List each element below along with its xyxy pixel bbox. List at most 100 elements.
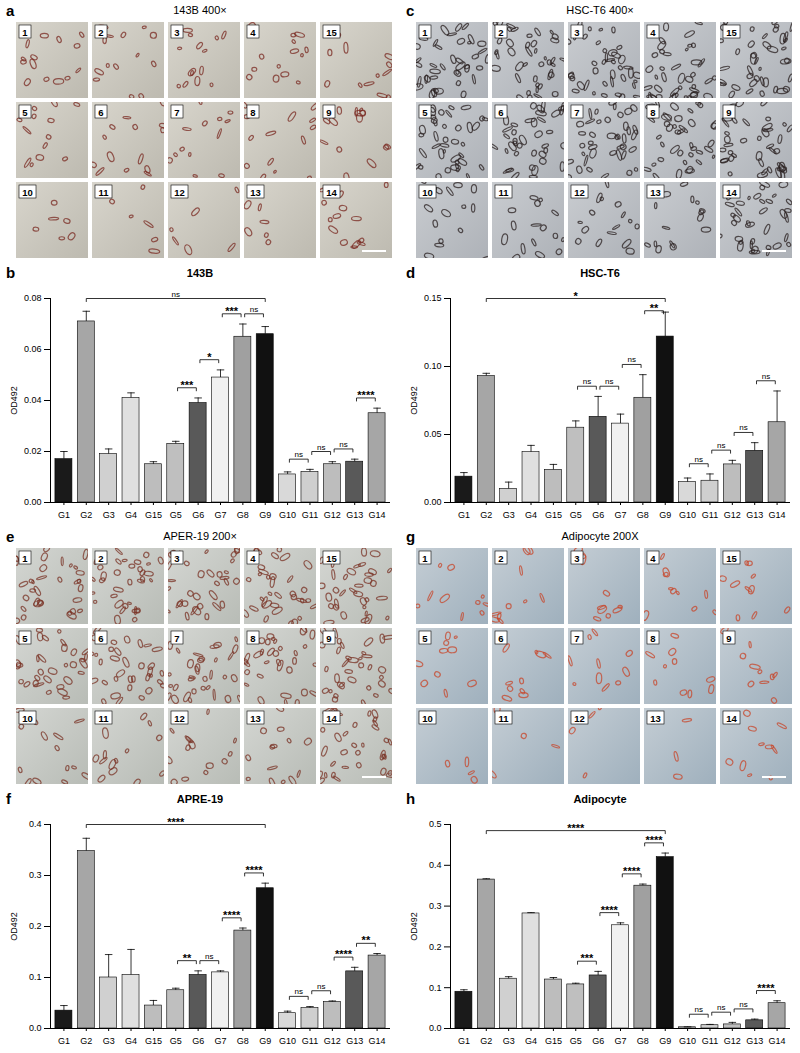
svg-text:9: 9 bbox=[726, 633, 731, 644]
svg-text:***: *** bbox=[181, 379, 195, 391]
svg-text:G11: G11 bbox=[702, 510, 718, 520]
svg-text:G14: G14 bbox=[369, 510, 386, 520]
svg-text:G13: G13 bbox=[746, 510, 763, 520]
svg-text:0.04: 0.04 bbox=[24, 395, 42, 405]
svg-text:ns: ns bbox=[295, 987, 303, 996]
svg-text:0.4: 0.4 bbox=[429, 860, 442, 870]
svg-text:ns: ns bbox=[739, 1000, 747, 1009]
svg-text:ns: ns bbox=[695, 455, 703, 464]
svg-text:HSC-T6 400×: HSC-T6 400× bbox=[566, 4, 634, 16]
svg-text:4: 4 bbox=[650, 27, 656, 38]
svg-text:G3: G3 bbox=[503, 510, 515, 520]
svg-text:ns: ns bbox=[717, 1003, 725, 1012]
svg-text:****: **** bbox=[567, 822, 585, 834]
svg-text:15: 15 bbox=[326, 27, 337, 38]
svg-text:***: *** bbox=[225, 305, 239, 317]
svg-text:10: 10 bbox=[422, 713, 433, 724]
svg-text:G4: G4 bbox=[125, 510, 137, 520]
svg-text:0.2: 0.2 bbox=[429, 942, 442, 952]
svg-text:2: 2 bbox=[98, 27, 103, 38]
svg-text:ns: ns bbox=[295, 450, 303, 459]
svg-text:3: 3 bbox=[574, 27, 579, 38]
svg-text:15: 15 bbox=[726, 27, 737, 38]
svg-text:0.10: 0.10 bbox=[424, 361, 442, 371]
svg-text:0.0: 0.0 bbox=[29, 1023, 42, 1033]
svg-text:12: 12 bbox=[174, 713, 185, 724]
svg-text:G7: G7 bbox=[614, 1036, 626, 1046]
svg-text:1: 1 bbox=[422, 27, 428, 38]
svg-text:ns: ns bbox=[695, 1005, 703, 1014]
svg-text:G15: G15 bbox=[145, 510, 162, 520]
svg-text:G9: G9 bbox=[259, 510, 271, 520]
svg-text:9: 9 bbox=[726, 107, 731, 118]
svg-text:G15: G15 bbox=[145, 1036, 162, 1046]
svg-text:7: 7 bbox=[574, 107, 579, 118]
svg-text:ns: ns bbox=[605, 377, 613, 386]
svg-text:G4: G4 bbox=[525, 1036, 537, 1046]
svg-text:G11: G11 bbox=[302, 1036, 318, 1046]
svg-text:***: *** bbox=[581, 952, 595, 964]
svg-text:13: 13 bbox=[250, 713, 261, 724]
svg-text:G1: G1 bbox=[58, 1036, 70, 1046]
svg-text:0.1: 0.1 bbox=[429, 983, 442, 993]
svg-text:ns: ns bbox=[583, 377, 591, 386]
svg-text:2: 2 bbox=[498, 553, 503, 564]
svg-text:G2: G2 bbox=[480, 510, 492, 520]
svg-text:ns: ns bbox=[250, 305, 258, 314]
svg-text:2: 2 bbox=[98, 553, 103, 564]
svg-text:5: 5 bbox=[22, 633, 28, 644]
svg-text:G13: G13 bbox=[746, 1036, 763, 1046]
svg-text:**: ** bbox=[362, 934, 371, 946]
svg-text:0.00: 0.00 bbox=[424, 497, 442, 507]
svg-text:ns: ns bbox=[317, 982, 325, 991]
svg-text:G4: G4 bbox=[525, 510, 537, 520]
svg-text:G6: G6 bbox=[192, 510, 204, 520]
svg-text:11: 11 bbox=[98, 713, 109, 724]
svg-text:e: e bbox=[6, 528, 14, 545]
svg-text:****: **** bbox=[623, 865, 641, 877]
svg-text:****: **** bbox=[245, 864, 263, 876]
svg-text:G5: G5 bbox=[570, 1036, 582, 1046]
svg-text:14: 14 bbox=[726, 187, 737, 198]
svg-text:G12: G12 bbox=[724, 510, 741, 520]
svg-text:ns: ns bbox=[717, 441, 725, 450]
svg-text:5: 5 bbox=[422, 107, 428, 118]
svg-text:4: 4 bbox=[250, 553, 256, 564]
svg-text:1: 1 bbox=[22, 27, 28, 38]
svg-text:G1: G1 bbox=[458, 510, 470, 520]
svg-text:7: 7 bbox=[174, 107, 179, 118]
svg-text:G7: G7 bbox=[214, 1036, 226, 1046]
svg-text:G3: G3 bbox=[103, 1036, 115, 1046]
svg-text:ns: ns bbox=[317, 443, 325, 452]
svg-text:11: 11 bbox=[498, 187, 509, 198]
svg-text:G13: G13 bbox=[346, 1036, 363, 1046]
svg-text:G13: G13 bbox=[346, 510, 363, 520]
svg-text:14: 14 bbox=[326, 187, 337, 198]
svg-text:0.3: 0.3 bbox=[429, 901, 442, 911]
svg-text:6: 6 bbox=[98, 633, 103, 644]
svg-text:G11: G11 bbox=[302, 510, 318, 520]
svg-text:ns: ns bbox=[739, 423, 747, 432]
svg-text:ns: ns bbox=[172, 290, 180, 299]
svg-text:8: 8 bbox=[250, 633, 255, 644]
svg-text:8: 8 bbox=[650, 633, 655, 644]
svg-text:14: 14 bbox=[326, 713, 337, 724]
svg-text:0.06: 0.06 bbox=[24, 344, 42, 354]
svg-text:G12: G12 bbox=[724, 1036, 741, 1046]
svg-text:4: 4 bbox=[650, 553, 656, 564]
svg-text:G3: G3 bbox=[503, 1036, 515, 1046]
svg-text:G7: G7 bbox=[614, 510, 626, 520]
svg-text:G14: G14 bbox=[769, 510, 786, 520]
svg-text:0.00: 0.00 bbox=[24, 497, 42, 507]
svg-text:6: 6 bbox=[498, 107, 503, 118]
svg-text:0.4: 0.4 bbox=[29, 819, 42, 829]
svg-text:G11: G11 bbox=[702, 1036, 718, 1046]
svg-text:8: 8 bbox=[650, 107, 655, 118]
svg-text:2: 2 bbox=[498, 27, 503, 38]
svg-text:13: 13 bbox=[650, 187, 661, 198]
svg-text:****: **** bbox=[357, 389, 375, 401]
svg-text:G9: G9 bbox=[259, 1036, 271, 1046]
svg-text:1: 1 bbox=[422, 553, 428, 564]
svg-text:G15: G15 bbox=[545, 1036, 562, 1046]
svg-text:0.3: 0.3 bbox=[29, 870, 42, 880]
